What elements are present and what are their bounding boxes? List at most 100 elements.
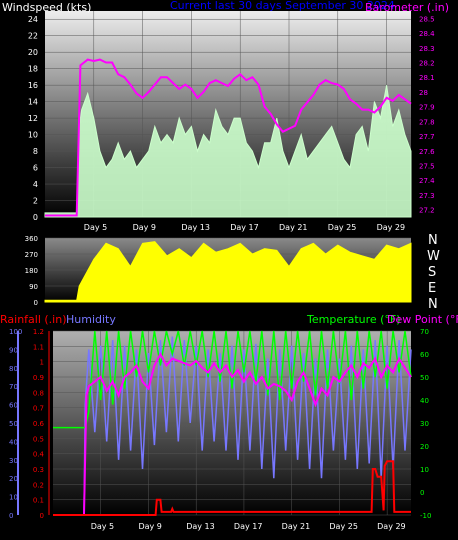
rain-tick-label: 0.8 — [33, 389, 44, 397]
barometer-line — [45, 58, 412, 217]
compass-label-n-top: N — [428, 233, 438, 248]
rain-tick-label: 1.1 — [33, 343, 44, 351]
direction-tick-label: 180 — [25, 267, 38, 275]
humidity-tick-label: 10 — [9, 494, 18, 502]
direction-tick-label: 0 — [34, 299, 38, 307]
wind-tick-label: 4 — [33, 180, 38, 189]
barometer-tick-label: 27.8 — [419, 118, 435, 126]
wind-x-tick-label: Day 29 — [377, 223, 406, 232]
humidity-tick-label: 20 — [9, 475, 18, 483]
direction-panel-marks — [44, 241, 412, 303]
humidity-tick-label: 40 — [9, 438, 18, 446]
humidity-tick-label: 70 — [9, 383, 18, 391]
barometer-tick-label: 27.7 — [419, 133, 435, 141]
rain-tick-label: 1.2 — [33, 328, 44, 336]
dewpoint-line — [53, 351, 412, 516]
compass-label-w: W — [427, 249, 440, 264]
compass-label-e: E — [428, 281, 436, 296]
windspeed-area — [44, 85, 412, 218]
dewpoint-axis-label: Dew Point (°F) — [387, 313, 458, 326]
weather-x-tick-label: Day 25 — [329, 522, 358, 531]
rain-tick-label: 0.1 — [33, 497, 44, 505]
wind-tick-label: 6 — [33, 164, 38, 173]
weather-x-tick-label: Day 21 — [282, 522, 311, 531]
wind-tick-label: 20 — [28, 48, 38, 57]
wind-tick-label: 8 — [33, 147, 38, 156]
wind-tick-label: 14 — [28, 98, 38, 107]
wind-tick-label: 18 — [28, 65, 38, 74]
humidity-line — [53, 336, 412, 516]
weather-x-tick-label: Day 29 — [377, 522, 406, 531]
direction-tick-label: 360 — [25, 235, 38, 243]
wind-tick-label: 10 — [28, 131, 38, 140]
wind-x-tick-label: Day 5 — [84, 223, 107, 232]
wind-x-tick-label: Day 17 — [230, 223, 259, 232]
direction-axis-ticks: 0 90 180 270 360 — [25, 235, 38, 307]
rain-tick-label: 0.6 — [33, 420, 45, 428]
rain-tick-label: 0.2 — [33, 481, 44, 489]
wind-tick-label: 22 — [28, 32, 38, 41]
wind-tick-label: 24 — [28, 15, 38, 24]
rain-tick-label: 0.3 — [33, 466, 44, 474]
windspeed-axis-label: Windspeed (kts) — [2, 1, 91, 14]
wind-x-tick-label: Day 21 — [279, 223, 308, 232]
weather-panel-marks — [17, 330, 412, 516]
direction-tick-label: 270 — [25, 251, 38, 259]
weather-x-tick-label: Day 9 — [138, 522, 161, 531]
barometer-tick-label: 28.3 — [419, 45, 435, 53]
temperature-tick-label: 50 — [420, 374, 429, 382]
wind-panel-marks — [44, 58, 412, 218]
humidity-tick-label: 80 — [9, 365, 18, 373]
humidity-tick-label: 90 — [9, 346, 18, 354]
temperature-axis-label: Temperature (°F) — [306, 313, 401, 326]
barometer-tick-label: 27.4 — [419, 177, 435, 185]
barometer-tick-label: 28.2 — [419, 60, 435, 68]
temperature-tick-label: -10 — [420, 512, 431, 520]
wind-x-tick-label: Day 9 — [133, 223, 156, 232]
barometer-tick-label: 28 — [419, 89, 428, 97]
barometer-tick-label: 28.4 — [419, 30, 435, 38]
temperature-line — [53, 330, 412, 429]
weather-x-tick-label: Day 17 — [234, 522, 263, 531]
wind-tick-label: 2 — [33, 197, 38, 206]
humidity-axis-label: Humidity — [66, 313, 116, 326]
wind-axis-ticks: 02468101214161820222427.227.327.427.527.… — [28, 15, 435, 232]
barometer-tick-label: 27.5 — [419, 163, 435, 171]
weather-x-tick-label: Day 13 — [186, 522, 215, 531]
weather-axis-ticks: 0 0.1 0.2 0.3 0.4 0.5 0.6 0.7 0.8 0.9 1 1.1 1.2 0 10 20… — [9, 328, 431, 531]
weather-x-tick-label: Day 5 — [91, 522, 114, 531]
wind-tick-label: 0 — [33, 213, 38, 222]
temperature-tick-label: 20 — [420, 443, 429, 451]
temperature-tick-label: 0 — [420, 489, 424, 497]
wind-tick-label: 12 — [28, 114, 38, 123]
rain-tick-label: 0.5 — [33, 435, 44, 443]
humidity-tick-label: 60 — [9, 402, 18, 410]
rain-tick-label: 0.9 — [33, 374, 44, 382]
rainfall-axis-label: Rainfall (.in) — [0, 313, 67, 326]
compass-label-n-bottom: N — [428, 297, 438, 312]
rain-tick-label: 0.7 — [33, 405, 44, 413]
temperature-tick-label: 30 — [420, 420, 429, 428]
temperature-tick-label: 70 — [420, 328, 429, 336]
humidity-tick-label: 30 — [9, 457, 18, 465]
rainfall-line — [53, 460, 411, 516]
wind-tick-label: 16 — [28, 81, 38, 90]
rain-tick-label: 0 — [40, 512, 44, 520]
temperature-tick-label: 60 — [420, 351, 429, 359]
barometer-tick-label: 27.9 — [419, 104, 435, 112]
humidity-tick-label: 0 — [9, 512, 13, 520]
barometer-tick-label: 28.1 — [419, 74, 435, 82]
barometer-tick-label: 27.3 — [419, 192, 435, 200]
direction-tick-label: 90 — [29, 283, 38, 291]
chart-title: Current last 30 days September 30 2024 — [170, 0, 395, 12]
barometer-tick-label: 28.5 — [419, 15, 435, 23]
barometer-axis-label: Barometer (.in) — [365, 1, 449, 14]
barometer-tick-label: 27.2 — [419, 207, 435, 215]
temperature-tick-label: 40 — [420, 397, 429, 405]
wind-direction-area — [44, 241, 412, 303]
wind-x-tick-label: Day 25 — [328, 223, 357, 232]
compass-label-s: S — [428, 265, 436, 280]
rain-tick-label: 0.4 — [33, 451, 45, 459]
humidity-tick-label: 50 — [9, 420, 18, 428]
